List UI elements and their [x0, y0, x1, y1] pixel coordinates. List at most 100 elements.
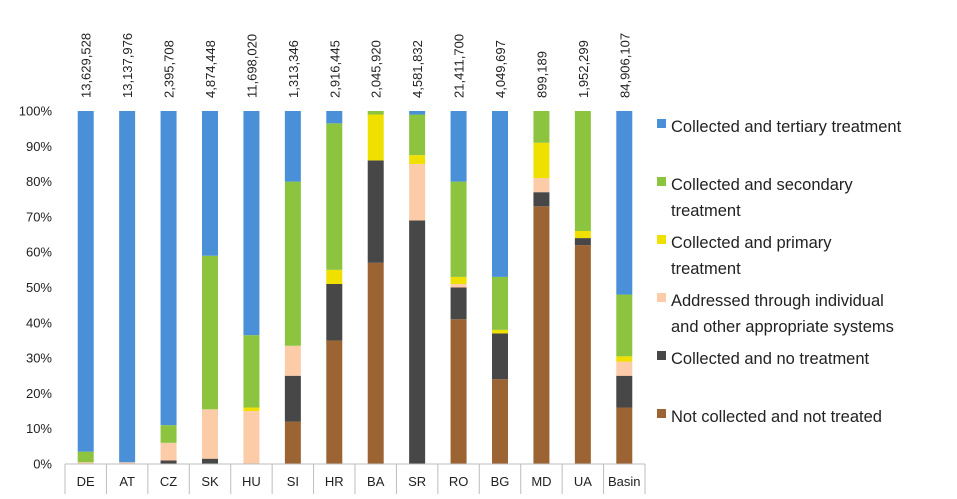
bar-segment [243, 335, 260, 408]
top-value-label: 21,411,700 [452, 34, 467, 98]
bar-segment [284, 111, 301, 182]
bar-segment [616, 407, 633, 464]
bars-layer [77, 111, 633, 464]
bar-segment [243, 111, 260, 336]
legend-swatch [657, 119, 666, 128]
x-tick-label: UA [574, 474, 592, 489]
top-value-label: 1,313,346 [286, 40, 301, 98]
bar-segment [533, 192, 550, 207]
bar-segment [367, 160, 384, 263]
bar-segment [492, 276, 508, 330]
y-tick-label: 20% [26, 386, 52, 401]
bar-segment [202, 255, 218, 410]
bar-segment [450, 319, 467, 464]
legend-label: and other appropriate systems [671, 318, 894, 336]
legend-label: Collected and tertiary treatment [671, 118, 902, 136]
bar-segment [160, 111, 177, 426]
bar-segment [409, 155, 426, 164]
bar-segment [284, 181, 301, 346]
bar-segment [533, 206, 550, 464]
bar-segment [326, 269, 343, 284]
x-tick-label: DE [77, 474, 95, 489]
y-tick-label: 100% [19, 104, 53, 119]
bar-segment [326, 123, 343, 270]
legend-label: Collected and no treatment [671, 350, 870, 368]
legend-swatch [657, 293, 666, 302]
y-tick-label: 10% [26, 421, 52, 436]
y-tick-label: 60% [26, 245, 52, 260]
bar-segment [77, 451, 94, 463]
x-tick-label: SK [201, 474, 219, 489]
bar-segment [574, 245, 591, 464]
bar-segment [284, 345, 301, 376]
x-tick-label: CZ [160, 474, 177, 489]
bar-segment [533, 178, 550, 193]
axes-layer [64, 463, 646, 494]
bar-segment [160, 442, 177, 461]
bar-segment [202, 409, 218, 459]
legend-label: Addressed through individual [671, 292, 884, 310]
legend-label: Collected and secondary [671, 176, 853, 194]
top-value-label: 899,189 [534, 51, 549, 98]
legend-swatch [657, 409, 666, 418]
bar-segment [77, 111, 94, 452]
legend-swatch [657, 235, 666, 244]
bar-segment [243, 411, 260, 464]
bar-segment [284, 375, 301, 422]
bar-segment [119, 111, 136, 463]
bar-segment [119, 462, 136, 464]
bar-segment [450, 111, 467, 182]
bar-segment [77, 462, 94, 464]
bar-segment [616, 111, 633, 295]
bar-segment [409, 111, 426, 115]
x-tick-label: BG [491, 474, 510, 489]
bar-segment [450, 287, 467, 320]
bar-segment [202, 458, 218, 464]
y-tick-label: 40% [26, 315, 52, 330]
bar-segment [367, 111, 384, 115]
bar-segment [574, 231, 591, 239]
legend-swatch [657, 351, 666, 360]
bar-segment [616, 356, 633, 362]
y-tick-label: 80% [26, 174, 52, 189]
y-tick-label: 50% [26, 280, 52, 295]
bar-segment [202, 111, 218, 256]
x-tick-label: BA [367, 474, 385, 489]
bar-segment [450, 276, 467, 284]
bar-segment [574, 238, 591, 246]
bar-segment [326, 283, 343, 341]
top-value-label: 2,045,920 [369, 40, 384, 98]
x-tick-label: MD [531, 474, 551, 489]
top-value-label: 4,581,832 [410, 40, 425, 98]
top-value-label: 13,629,528 [79, 33, 94, 98]
legend: Collected and tertiary treatment Collecte… [657, 118, 902, 426]
bar-segment [367, 262, 384, 464]
legend-label: treatment [671, 202, 741, 220]
top-value-label: 2,395,708 [162, 40, 177, 98]
x-tick-label: Basin [608, 474, 641, 489]
top-value-label: 13,137,976 [120, 33, 135, 98]
bar-segment [450, 283, 467, 288]
bar-segment [616, 294, 633, 357]
y-tick-label: 90% [26, 139, 52, 154]
legend-label: Not collected and not treated [671, 408, 882, 426]
top-value-label: 2,916,445 [327, 40, 342, 98]
bar-segment [574, 111, 591, 232]
bar-segment [533, 142, 550, 179]
bar-segment [409, 220, 426, 464]
bar-segment [450, 181, 467, 277]
x-tick-label: HU [242, 474, 261, 489]
bar-segment [284, 421, 301, 464]
top-value-label: 84,906,107 [617, 33, 632, 98]
x-tick-label: HR [325, 474, 344, 489]
top-value-label: 4,049,697 [493, 40, 508, 98]
x-category-labels: DE AT CZ SK HU SI HR BA SR RO BG MD UA Basin [77, 474, 641, 489]
x-tick-label: RO [449, 474, 469, 489]
bar-segment [409, 114, 426, 156]
bar-segment [160, 460, 177, 464]
legend-label: Collected and primary [671, 234, 832, 252]
x-tick-label: AT [119, 474, 135, 489]
bar-segment [492, 379, 508, 464]
